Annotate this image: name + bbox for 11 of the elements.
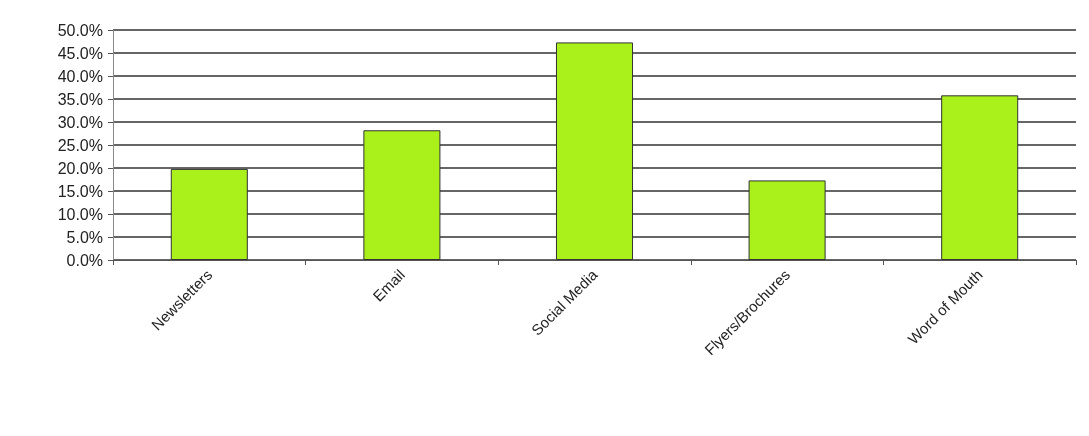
y-tick-label: 20.0%	[57, 159, 103, 177]
y-tick-label: 35.0%	[57, 90, 103, 108]
y-tick-label: 15.0%	[57, 182, 103, 200]
y-tick-label: 40.0%	[57, 67, 103, 85]
y-tick-label: 30.0%	[57, 113, 103, 131]
y-tick-label: 50.0%	[57, 21, 103, 39]
y-tick-label: 25.0%	[57, 136, 103, 154]
y-tick-label: 0.0%	[66, 251, 103, 269]
y-tick-label: 45.0%	[57, 44, 103, 62]
y-tick-label: 10.0%	[57, 205, 103, 223]
y-tick-label: 5.0%	[66, 228, 103, 246]
